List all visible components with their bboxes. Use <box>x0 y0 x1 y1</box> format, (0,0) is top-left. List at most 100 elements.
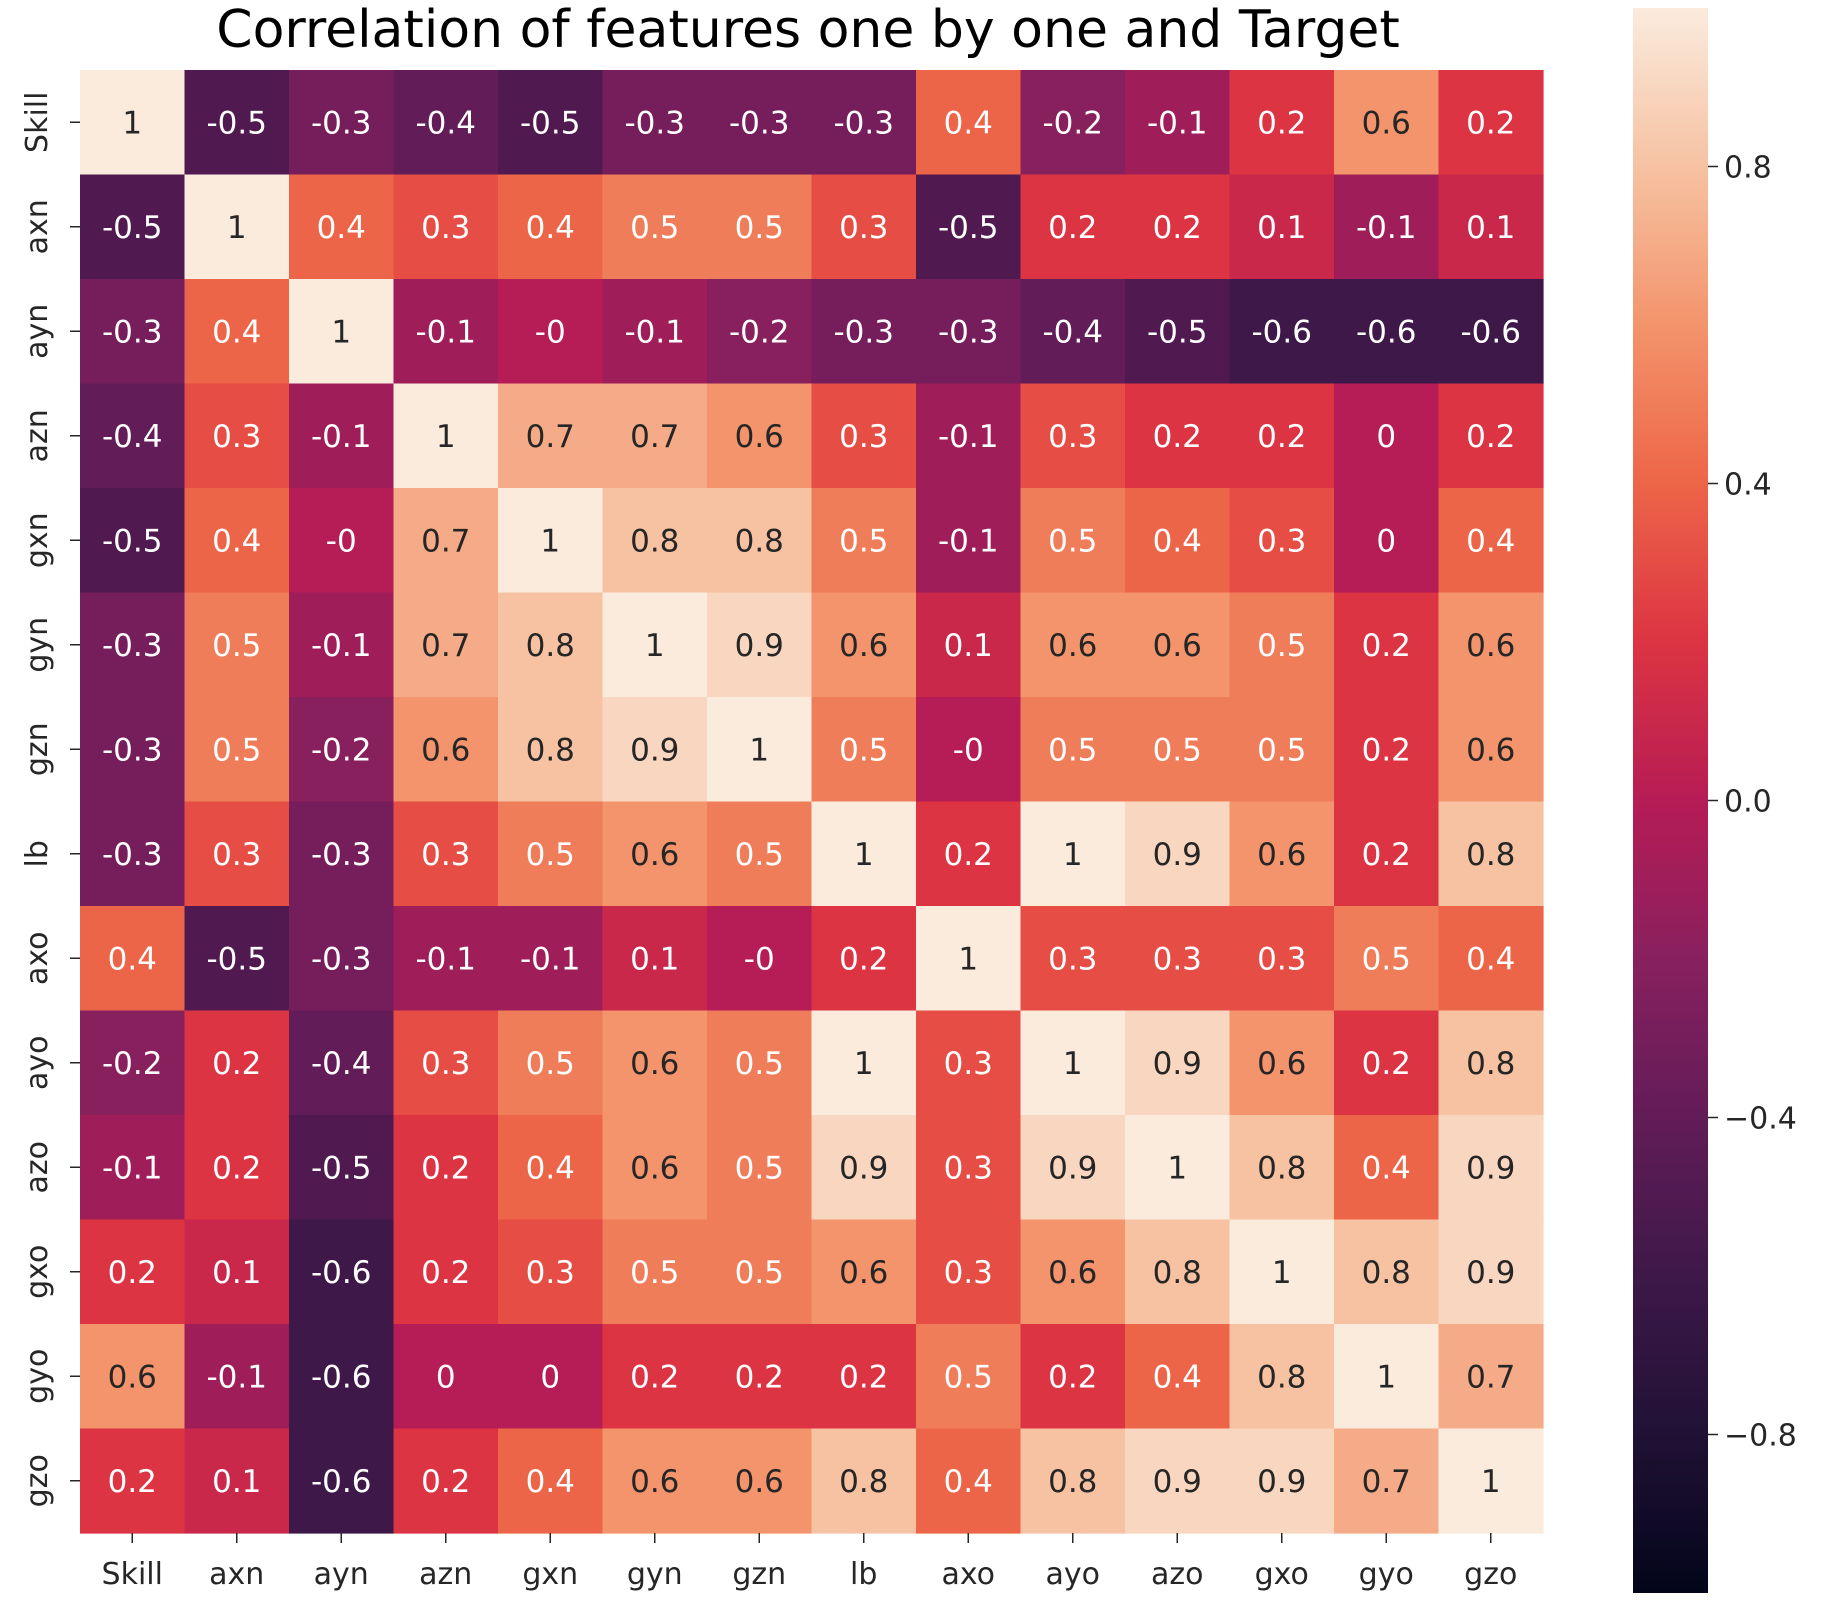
cell-label: -0.1 <box>1147 105 1208 141</box>
heatmap-cell <box>602 70 708 176</box>
x-tick-label: gzo <box>1464 1557 1517 1592</box>
cell-label: 1 <box>331 314 351 350</box>
heatmap-cell <box>1438 906 1544 1012</box>
cell-label: 0.8 <box>1153 1255 1202 1291</box>
colorbar-tick-label: −0.8 <box>1724 1419 1797 1454</box>
heatmap-cell <box>1334 697 1440 803</box>
cell-label: 0.3 <box>944 1150 993 1186</box>
cell-label: 0.3 <box>526 1255 575 1291</box>
heatmap-cell <box>498 174 604 280</box>
heatmap-cell <box>393 70 499 176</box>
x-tick-label: ayo <box>1046 1557 1101 1592</box>
heatmap-cell <box>1229 697 1335 803</box>
heatmap-cell <box>498 1010 604 1116</box>
y-tick-label: gxn <box>20 512 55 568</box>
heatmap-cell <box>184 1219 290 1325</box>
heatmap-cell <box>1334 1324 1440 1430</box>
colorbar <box>1633 8 1708 1593</box>
cell-label: -0.5 <box>102 210 163 246</box>
y-tick-label: gxo <box>20 1245 55 1299</box>
cell-label: 0.6 <box>630 1046 679 1082</box>
cell-label: 0.4 <box>212 523 261 559</box>
y-tick-label: ayn <box>20 304 55 359</box>
heatmap-cell <box>1020 801 1126 907</box>
cell-label: 0.6 <box>1362 105 1411 141</box>
y-tick-label: gyo <box>20 1349 55 1404</box>
cell-label: 0.5 <box>1362 941 1411 977</box>
heatmap-cell <box>916 383 1022 489</box>
cell-label: 0.8 <box>1466 837 1515 873</box>
heatmap-cell <box>707 70 813 176</box>
heatmap-cell <box>811 70 917 176</box>
x-tick-label: axo <box>941 1557 995 1592</box>
cell-label: 1 <box>854 837 874 873</box>
heatmap-cell <box>602 1219 708 1325</box>
cell-label: -0.6 <box>1461 314 1522 350</box>
heatmap-cell <box>1125 906 1231 1012</box>
cell-label: 0.1 <box>944 628 993 664</box>
heatmap-cell <box>602 801 708 907</box>
cell-label: 0.7 <box>526 419 575 455</box>
heatmap-cell <box>1438 279 1544 385</box>
cell-label: 0.3 <box>421 1046 470 1082</box>
heatmap-cell <box>80 697 186 803</box>
cell-label: -0.5 <box>311 1150 372 1186</box>
heatmap-cell <box>289 383 395 489</box>
cell-label: 0.8 <box>526 628 575 664</box>
cell-label: 0.4 <box>944 105 993 141</box>
heatmap-cell <box>1438 801 1544 907</box>
cell-label: 0.9 <box>1153 1464 1202 1500</box>
heatmap-cell <box>1020 697 1126 803</box>
cell-label: -0.3 <box>102 314 163 350</box>
cell-label: 0.1 <box>212 1464 261 1500</box>
cell-label: 0.1 <box>1466 210 1515 246</box>
heatmap-cell <box>916 801 1022 907</box>
heatmap-cell <box>707 279 813 385</box>
heatmap-cell <box>811 592 917 698</box>
heatmap-cell <box>811 174 917 280</box>
heatmap-cell <box>1229 279 1335 385</box>
heatmap-cell <box>811 1324 917 1430</box>
y-axis-ticks: Skill axn ayn azn gxn gyn gzn lb axo ayo azo gxo gyo… <box>20 92 80 1507</box>
heatmap-cell <box>707 1219 813 1325</box>
cell-label: 0.4 <box>212 314 261 350</box>
heatmap-cell <box>1020 1010 1126 1116</box>
x-tick-label: gyn <box>627 1557 683 1592</box>
y-tick-label: gyn <box>20 617 55 673</box>
colorbar-tick-label: −0.4 <box>1724 1102 1797 1137</box>
cell-label: -0 <box>744 941 775 977</box>
heatmap-cell <box>184 70 290 176</box>
cell-label: 0.2 <box>1362 732 1411 768</box>
cell-label: 0.7 <box>630 419 679 455</box>
cell-label: 1 <box>540 523 560 559</box>
cell-label: -0.1 <box>416 314 477 350</box>
heatmap-cell <box>916 488 1022 594</box>
cell-label: 0.4 <box>1153 1359 1202 1395</box>
cell-label: -0.6 <box>311 1359 372 1395</box>
heatmap-cell <box>1020 1324 1126 1430</box>
cell-label: 0.3 <box>1048 419 1097 455</box>
heatmap-cell <box>1020 488 1126 594</box>
cell-label: -0.4 <box>102 419 163 455</box>
heatmap-cell <box>393 906 499 1012</box>
heatmap-cell <box>1334 906 1440 1012</box>
heatmap-cell <box>1229 1219 1335 1325</box>
heatmap-cell <box>811 697 917 803</box>
heatmap-cell <box>289 906 395 1012</box>
heatmap-cell <box>498 70 604 176</box>
heatmap-cell <box>1020 70 1126 176</box>
cell-label: 0.5 <box>839 523 888 559</box>
cell-label: -0.2 <box>102 1046 163 1082</box>
cell-label: -0.1 <box>938 523 999 559</box>
x-tick-label: axn <box>209 1557 264 1592</box>
cell-label: 0.2 <box>108 1464 157 1500</box>
cell-label: 0.4 <box>944 1464 993 1500</box>
heatmap-cell <box>289 1428 395 1534</box>
cell-label: 0.5 <box>212 732 261 768</box>
heatmap-cell <box>498 1115 604 1221</box>
cell-label: 0 <box>436 1359 456 1395</box>
heatmap-cell <box>1438 1219 1544 1325</box>
cell-label: -0 <box>953 732 984 768</box>
cell-label: 0.5 <box>630 210 679 246</box>
heatmap-cell <box>1438 1428 1544 1534</box>
